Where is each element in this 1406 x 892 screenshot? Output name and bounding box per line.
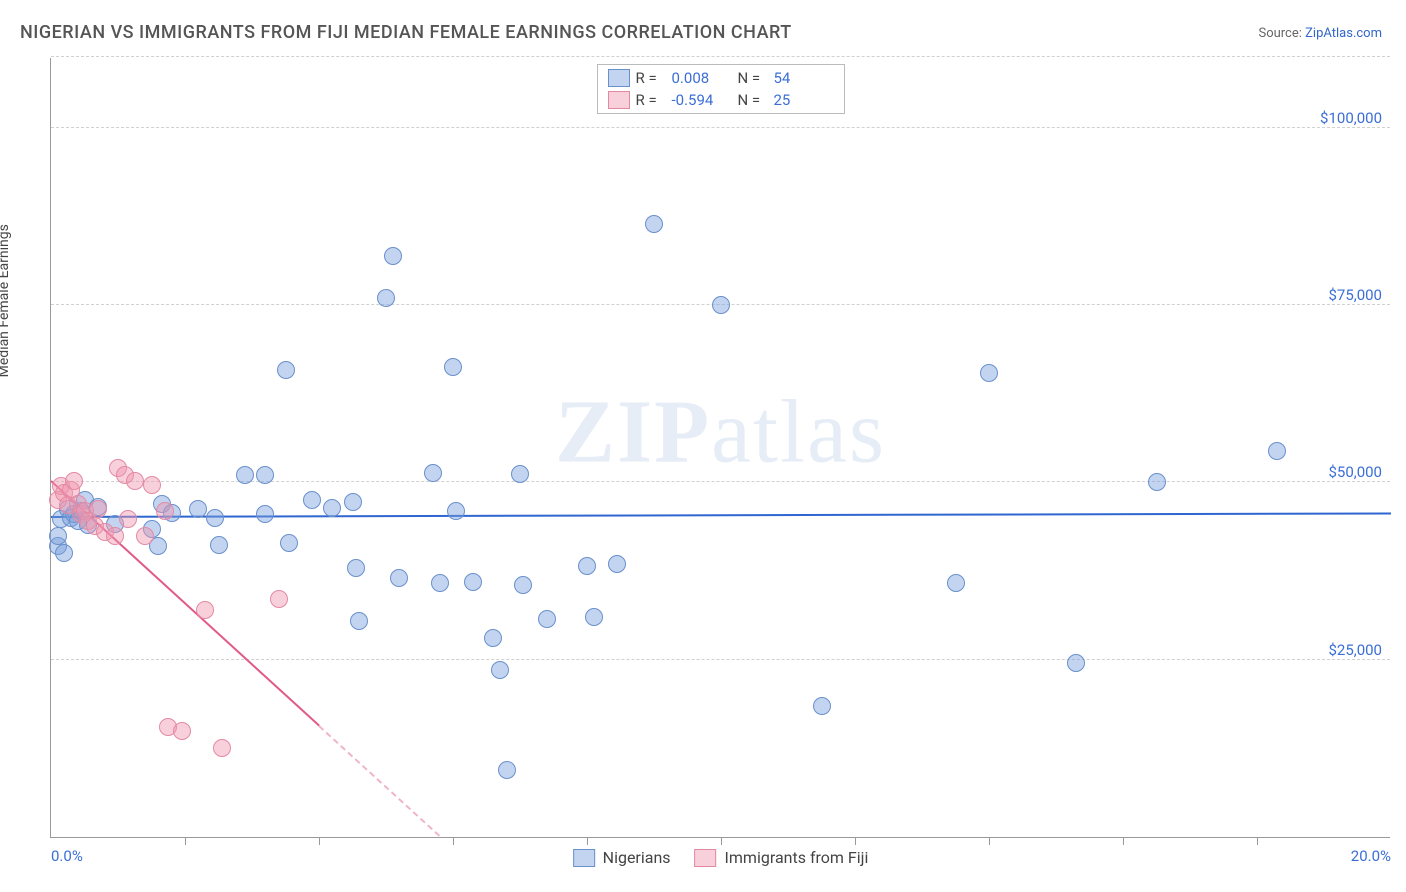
n-value: 25 <box>774 91 834 109</box>
data-point <box>65 472 83 490</box>
correlation-row: R = -0.594 N = 25 <box>602 89 840 111</box>
data-point <box>143 476 161 494</box>
x-tick <box>185 837 186 845</box>
legend-item: Immigrants from Fiji <box>695 848 869 867</box>
x-tick <box>1257 837 1258 845</box>
source-attribution: Source: ZipAtlas.com <box>1258 26 1382 41</box>
data-point <box>980 364 998 382</box>
data-point <box>344 493 362 511</box>
r-value: 0.008 <box>672 69 732 87</box>
x-tick-label: 0.0% <box>51 847 83 865</box>
x-tick-label: 20.0% <box>1351 847 1391 865</box>
data-point <box>464 573 482 591</box>
data-point <box>256 466 274 484</box>
x-tick <box>721 837 722 845</box>
data-point <box>280 534 298 552</box>
data-point <box>1148 473 1166 491</box>
data-point <box>608 555 626 573</box>
data-point <box>303 491 321 509</box>
x-tick <box>855 837 856 845</box>
x-tick <box>319 837 320 845</box>
chart-title: NIGERIAN VS IMMIGRANTS FROM FIJI MEDIAN … <box>20 22 792 43</box>
gridline <box>51 56 1390 57</box>
data-point <box>424 464 442 482</box>
data-point <box>126 472 144 490</box>
data-point <box>645 215 663 233</box>
data-point <box>538 610 556 628</box>
y-axis-label: Median Female Earnings <box>0 224 12 377</box>
x-tick <box>587 837 588 845</box>
legend-label: Nigerians <box>603 848 671 867</box>
data-point <box>350 612 368 630</box>
data-point <box>390 569 408 587</box>
trend-line <box>51 512 1391 518</box>
correlation-legend: R = 0.008 N = 54 R = -0.594 N = 25 <box>597 64 845 114</box>
data-point <box>173 722 191 740</box>
legend-item: Nigerians <box>573 848 671 867</box>
data-point <box>206 509 224 527</box>
data-point <box>156 502 174 520</box>
legend-swatch <box>695 849 717 867</box>
data-point <box>444 358 462 376</box>
data-point <box>947 574 965 592</box>
r-label: R = <box>636 69 666 87</box>
legend-swatch <box>573 849 595 867</box>
data-point <box>447 502 465 520</box>
y-tick-label: $100,000 <box>1320 109 1382 127</box>
data-point <box>514 576 532 594</box>
data-point <box>384 247 402 265</box>
correlation-row: R = 0.008 N = 54 <box>602 67 840 89</box>
data-point <box>89 500 107 518</box>
data-point <box>119 510 137 528</box>
data-point <box>347 559 365 577</box>
data-point <box>256 505 274 523</box>
y-tick-label: $25,000 <box>1328 641 1382 659</box>
legend-swatch <box>608 69 630 87</box>
gridline <box>51 127 1390 128</box>
r-value: -0.594 <box>672 91 732 109</box>
data-point <box>55 544 73 562</box>
gridline <box>51 481 1390 482</box>
data-point <box>1268 442 1286 460</box>
data-point <box>377 289 395 307</box>
trend-line <box>318 725 440 837</box>
data-point <box>585 608 603 626</box>
data-point <box>236 466 254 484</box>
data-point <box>431 574 449 592</box>
data-point <box>277 361 295 379</box>
data-point <box>484 629 502 647</box>
watermark: ZIPatlas <box>555 380 886 483</box>
n-label: N = <box>738 91 768 109</box>
data-point <box>813 697 831 715</box>
x-tick <box>1123 837 1124 845</box>
y-tick-label: $75,000 <box>1328 286 1382 304</box>
r-label: R = <box>636 91 666 109</box>
series-legend: Nigerians Immigrants from Fiji <box>573 848 869 867</box>
gridline <box>51 659 1390 660</box>
data-point <box>491 661 509 679</box>
data-point <box>1067 654 1085 672</box>
data-point <box>106 527 124 545</box>
legend-label: Immigrants from Fiji <box>725 848 869 867</box>
data-point <box>511 465 529 483</box>
x-tick <box>453 837 454 845</box>
data-point <box>136 527 154 545</box>
data-point <box>189 500 207 518</box>
data-point <box>578 557 596 575</box>
data-point <box>498 761 516 779</box>
data-point <box>49 527 67 545</box>
data-point <box>270 590 288 608</box>
data-point <box>210 536 228 554</box>
x-tick <box>989 837 990 845</box>
n-value: 54 <box>774 69 834 87</box>
data-point <box>213 739 231 757</box>
legend-swatch <box>608 91 630 109</box>
data-point <box>712 296 730 314</box>
n-label: N = <box>738 69 768 87</box>
source-link[interactable]: ZipAtlas.com <box>1305 26 1382 41</box>
scatter-plot: ZIPatlas R =0.008N =54R =-0.594N =25 Nig… <box>50 58 1390 838</box>
y-tick-label: $50,000 <box>1328 463 1382 481</box>
data-point <box>323 499 341 517</box>
data-point <box>196 601 214 619</box>
